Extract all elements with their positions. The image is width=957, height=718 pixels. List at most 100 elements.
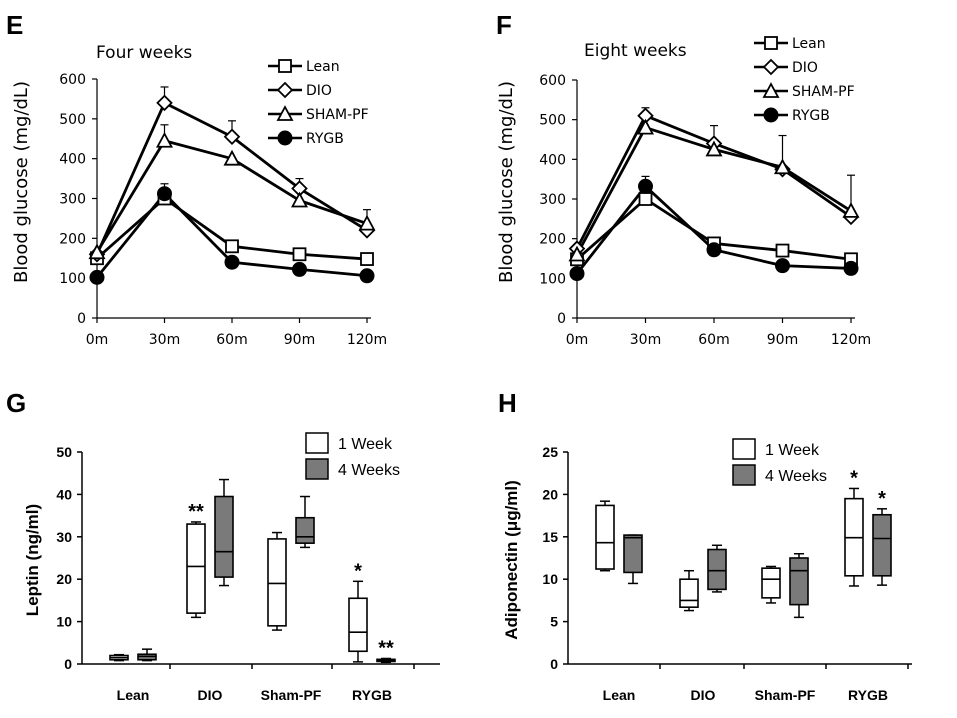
y-tick-label: 25 bbox=[542, 444, 558, 460]
panel-e-title: Four weeks bbox=[96, 43, 192, 63]
legend-label: RYGB bbox=[306, 131, 344, 147]
y-tick-label: 30 bbox=[56, 529, 72, 545]
y-tick-label: 200 bbox=[59, 231, 86, 247]
x-tick-label: DIO bbox=[691, 687, 716, 703]
legend-label: SHAM-PF bbox=[306, 107, 369, 123]
legend-label: 1 Week bbox=[338, 436, 393, 453]
panel-e-ylabel: Blood glucose (mg/dL) bbox=[11, 81, 32, 283]
legend-marker bbox=[277, 130, 293, 146]
panel-f-line-chart: F Eight weeks Blood glucose (mg/dL) 0 100… bbox=[496, 10, 871, 348]
significance-marker: * bbox=[878, 488, 886, 510]
box-1-week bbox=[267, 538, 287, 627]
y-tick-label: 0 bbox=[77, 311, 86, 327]
legend-marker bbox=[764, 36, 778, 50]
y-tick-label: 400 bbox=[59, 152, 86, 168]
legend-swatch bbox=[305, 458, 329, 480]
x-tick-label: 0m bbox=[86, 332, 109, 348]
data-point-sham-pf bbox=[568, 245, 586, 262]
data-point-lean bbox=[775, 243, 790, 258]
x-tick-label: 120m bbox=[831, 332, 871, 348]
legend-marker bbox=[762, 82, 780, 98]
x-tick-label: RYGB bbox=[848, 687, 888, 703]
data-point-rygb bbox=[157, 186, 172, 202]
panel-h-box-chart: H Adiponectin (μg/ml) 0 5 10 15 20 25 Lean DIO S… bbox=[498, 388, 912, 703]
legend-marker bbox=[276, 105, 294, 121]
data-point-sham-pf bbox=[842, 202, 860, 218]
x-tick-label: 120m bbox=[347, 332, 387, 348]
data-point-rygb bbox=[359, 268, 375, 284]
y-tick-label: 20 bbox=[542, 486, 558, 502]
y-tick-label: 200 bbox=[539, 232, 566, 248]
legend-label: Lean bbox=[792, 36, 826, 52]
legend-marker bbox=[763, 107, 779, 123]
y-tick-label: 400 bbox=[539, 152, 566, 168]
box-4-weeks bbox=[872, 513, 892, 577]
panel-h-ylabel: Adiponectin (μg/ml) bbox=[502, 480, 521, 640]
y-tick-label: 600 bbox=[539, 73, 566, 89]
y-tick-label: 100 bbox=[539, 271, 566, 287]
box-1-week bbox=[679, 578, 699, 608]
legend-marker bbox=[276, 81, 294, 99]
legend-label: 4 Weeks bbox=[338, 462, 400, 479]
box-4-weeks bbox=[707, 548, 727, 591]
x-tick-label: Lean bbox=[603, 687, 636, 703]
x-tick-label: Sham-PF bbox=[261, 687, 322, 703]
data-point-rygb bbox=[706, 242, 722, 258]
data-point-rygb bbox=[775, 258, 790, 274]
legend-label: 4 Weeks bbox=[765, 468, 827, 485]
y-tick-label: 500 bbox=[59, 112, 86, 128]
y-tick-label: 10 bbox=[542, 571, 558, 587]
significance-marker: ** bbox=[188, 501, 204, 523]
y-tick-label: 15 bbox=[542, 529, 558, 545]
panel-letter-e: E bbox=[6, 10, 23, 40]
legend-swatch bbox=[305, 432, 329, 454]
data-point-sham-pf bbox=[290, 191, 309, 208]
data-point-dio bbox=[223, 128, 241, 146]
x-tick-label: 30m bbox=[630, 332, 661, 348]
panel-e-line-chart: E Four weeks Blood glucose (mg/dL) 0 100 2… bbox=[6, 10, 387, 348]
data-point-rygb bbox=[638, 178, 653, 194]
y-tick-label: 40 bbox=[56, 486, 72, 502]
x-tick-label: Sham-PF bbox=[755, 687, 816, 703]
panel-g-box-chart: G Leptin (ng/ml) 0 10 20 30 40 50 Lean DIO Sham-… bbox=[6, 388, 440, 703]
data-point-rygb bbox=[569, 266, 585, 282]
y-tick-label: 0 bbox=[550, 656, 558, 672]
data-point-lean bbox=[638, 192, 653, 206]
y-tick-label: 600 bbox=[59, 72, 86, 88]
data-point-sham-pf bbox=[223, 149, 241, 166]
box-1-week bbox=[186, 523, 206, 614]
y-tick-label: 20 bbox=[56, 571, 72, 587]
panel-f-ylabel: Blood glucose (mg/dL) bbox=[496, 81, 517, 283]
legend-label: DIO bbox=[792, 60, 818, 76]
legend-marker bbox=[762, 58, 780, 76]
data-point-lean bbox=[360, 252, 374, 266]
data-point-sham-pf bbox=[636, 118, 655, 135]
y-tick-label: 10 bbox=[56, 614, 72, 630]
y-tick-label: 100 bbox=[59, 271, 86, 287]
data-point-sham-pf bbox=[155, 131, 174, 148]
y-tick-label: 50 bbox=[56, 444, 72, 460]
box-1-week bbox=[595, 504, 615, 570]
y-tick-label: 0 bbox=[557, 311, 566, 327]
legend-marker bbox=[278, 59, 292, 73]
panel-f-title: Eight weeks bbox=[584, 41, 687, 61]
legend-swatch bbox=[732, 438, 756, 460]
y-tick-label: 300 bbox=[539, 192, 566, 208]
box-4-weeks bbox=[295, 516, 315, 544]
box-4-weeks bbox=[623, 534, 643, 574]
box-1-week bbox=[348, 597, 368, 653]
x-tick-label: 60m bbox=[216, 332, 247, 348]
x-tick-label: RYGB bbox=[352, 687, 392, 703]
significance-marker: * bbox=[354, 560, 362, 582]
x-tick-label: 30m bbox=[149, 332, 180, 348]
legend-label: 1 Week bbox=[765, 442, 820, 459]
significance-marker: * bbox=[850, 467, 858, 489]
series-line-rygb bbox=[575, 184, 852, 275]
data-point-sham-pf bbox=[705, 140, 723, 157]
panel-letter-f: F bbox=[496, 10, 512, 40]
legend-swatch bbox=[732, 464, 756, 486]
panel-letter-h: H bbox=[498, 388, 517, 418]
legend-label: Lean bbox=[306, 59, 340, 75]
y-tick-label: 300 bbox=[59, 192, 86, 208]
x-tick-label: 90m bbox=[767, 332, 798, 348]
